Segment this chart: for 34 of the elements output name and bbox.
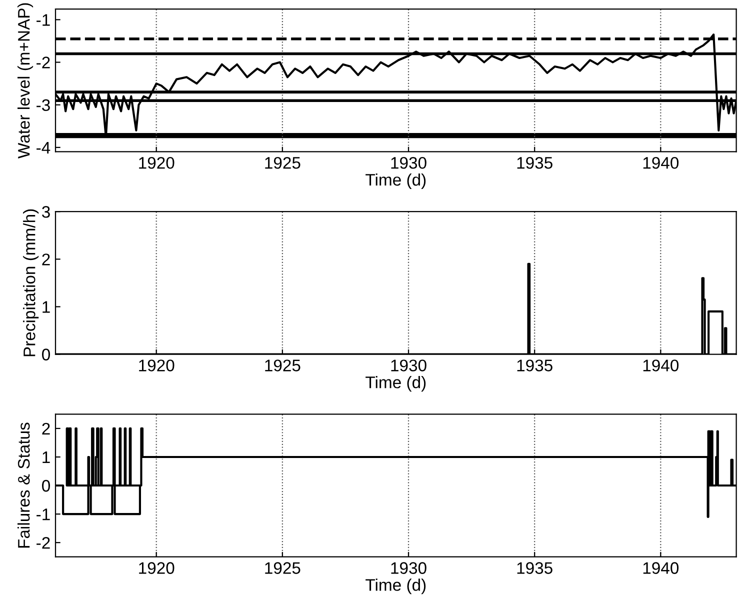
x-axis-title: Time (d) [366, 578, 426, 594]
y-tick-label: 2 [42, 422, 50, 434]
y-tick-label: -2 [36, 536, 50, 549]
x-tick-label: 1930 [391, 562, 426, 574]
x-tick-label: 1925 [265, 562, 300, 574]
y-tick-label: -3 [36, 99, 50, 112]
y-tick-label: 1 [42, 452, 50, 464]
y-tick-label: 3 [42, 206, 50, 218]
y-axis-title: Precipitation (mm/h) [23, 209, 39, 356]
x-tick-label: 1925 [265, 156, 300, 169]
x-axis-title: Time (d) [366, 376, 426, 392]
x-tick-label: 1920 [139, 360, 174, 372]
y-tick-label: -1 [36, 14, 50, 26]
x-tick-label: 1935 [517, 562, 552, 574]
x-tick-label: 1920 [139, 156, 174, 169]
y-tick-label: -1 [36, 508, 50, 520]
y-axis-title: Failures & Status [18, 422, 30, 548]
x-axis-title: Time (d) [366, 173, 426, 190]
x-tick-label: 1940 [643, 562, 679, 574]
x-tick-label: 1925 [265, 360, 300, 372]
y-tick-label: 2 [42, 254, 50, 266]
x-tick-label: 1935 [517, 360, 552, 372]
x-tick-label: 1935 [517, 156, 552, 169]
y-tick-label: -4 [36, 142, 50, 154]
y-tick-label: -2 [36, 56, 50, 68]
x-tick-label: 1930 [391, 360, 426, 372]
y-tick-label: 0 [42, 348, 50, 360]
y-tick-label: 0 [42, 480, 50, 492]
y-axis-title: Water level (m+NAP) [18, 3, 34, 158]
y-tick-label: 1 [42, 301, 50, 313]
x-tick-label: 1940 [643, 156, 679, 169]
x-tick-label: 1930 [391, 156, 426, 169]
x-tick-label: 1940 [643, 360, 679, 372]
x-tick-label: 1920 [139, 562, 174, 574]
